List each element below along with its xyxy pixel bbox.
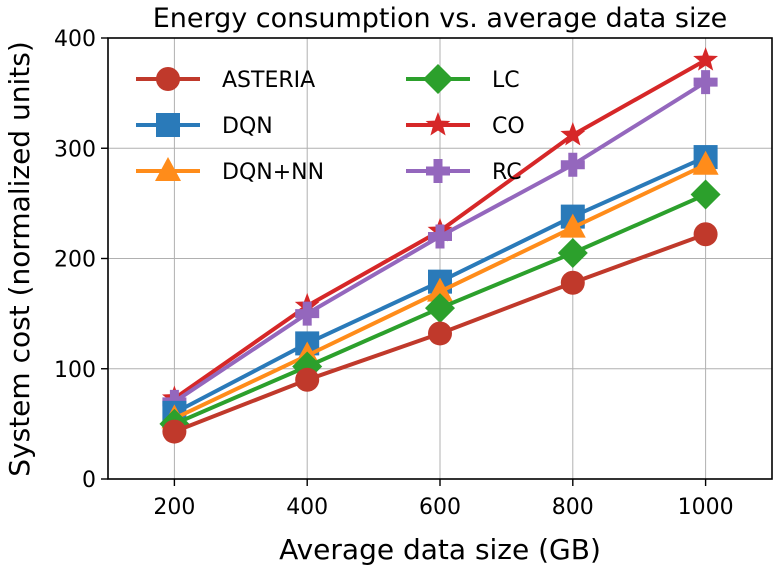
triangle-marker	[427, 277, 453, 302]
axis-ticks: 200 400 600 800 1000 0 100 200 300 400	[54, 27, 734, 520]
legend-label: DQN	[222, 114, 273, 139]
legend-item: DQN+NN	[136, 157, 324, 185]
triangle-marker	[155, 157, 181, 181]
series-group	[159, 47, 721, 444]
triangle-marker	[559, 213, 586, 238]
x-tick-label: 800	[552, 495, 594, 520]
legend: ASTERIA DQN DQN+NN LC CO RC	[136, 64, 525, 185]
plus-marker	[560, 152, 585, 177]
plus-marker	[693, 70, 718, 95]
star-marker	[693, 47, 718, 71]
x-tick-label: 200	[153, 495, 195, 520]
diamond-marker	[557, 237, 588, 268]
triangle-marker	[692, 150, 719, 175]
circle-marker	[162, 419, 187, 444]
plus-marker	[428, 224, 452, 249]
diamond-marker	[425, 293, 455, 324]
legend-label: RC	[492, 160, 522, 185]
plus-marker	[426, 159, 450, 183]
legend-item: ASTERIA	[136, 67, 315, 93]
y-tick-label: 0	[82, 468, 96, 493]
circle-marker	[156, 67, 180, 91]
diamond-marker	[423, 64, 453, 94]
legend-item: CO	[406, 112, 525, 139]
diamond-marker	[690, 179, 721, 210]
legend-item: RC	[406, 159, 522, 185]
series-asteria	[162, 222, 718, 444]
legend-item: LC	[406, 64, 520, 94]
legend-label: CO	[492, 114, 525, 139]
plus-marker	[295, 301, 320, 326]
circle-marker	[693, 222, 718, 247]
legend-label: DQN+NN	[222, 160, 324, 185]
legend-item: DQN	[136, 113, 273, 139]
x-tick-label: 400	[286, 495, 328, 520]
circle-marker	[428, 321, 452, 346]
square-marker	[156, 113, 180, 137]
circle-marker	[560, 270, 585, 295]
y-tick-label: 300	[54, 137, 96, 162]
legend-label: LC	[492, 68, 520, 93]
x-axis-label: Average data size (GB)	[279, 533, 601, 566]
legend-label: ASTERIA	[222, 68, 315, 93]
star-marker	[560, 122, 586, 146]
y-axis-label: System cost (normalized units)	[3, 41, 36, 476]
x-tick-label: 600	[419, 495, 461, 520]
circle-marker	[295, 367, 320, 392]
y-tick-label: 100	[54, 358, 96, 383]
x-tick-label: 1000	[678, 495, 734, 520]
y-tick-label: 400	[54, 27, 96, 52]
chart-title: Energy consumption vs. average data size	[153, 3, 728, 34]
y-tick-label: 200	[54, 248, 96, 273]
star-marker	[425, 112, 451, 136]
